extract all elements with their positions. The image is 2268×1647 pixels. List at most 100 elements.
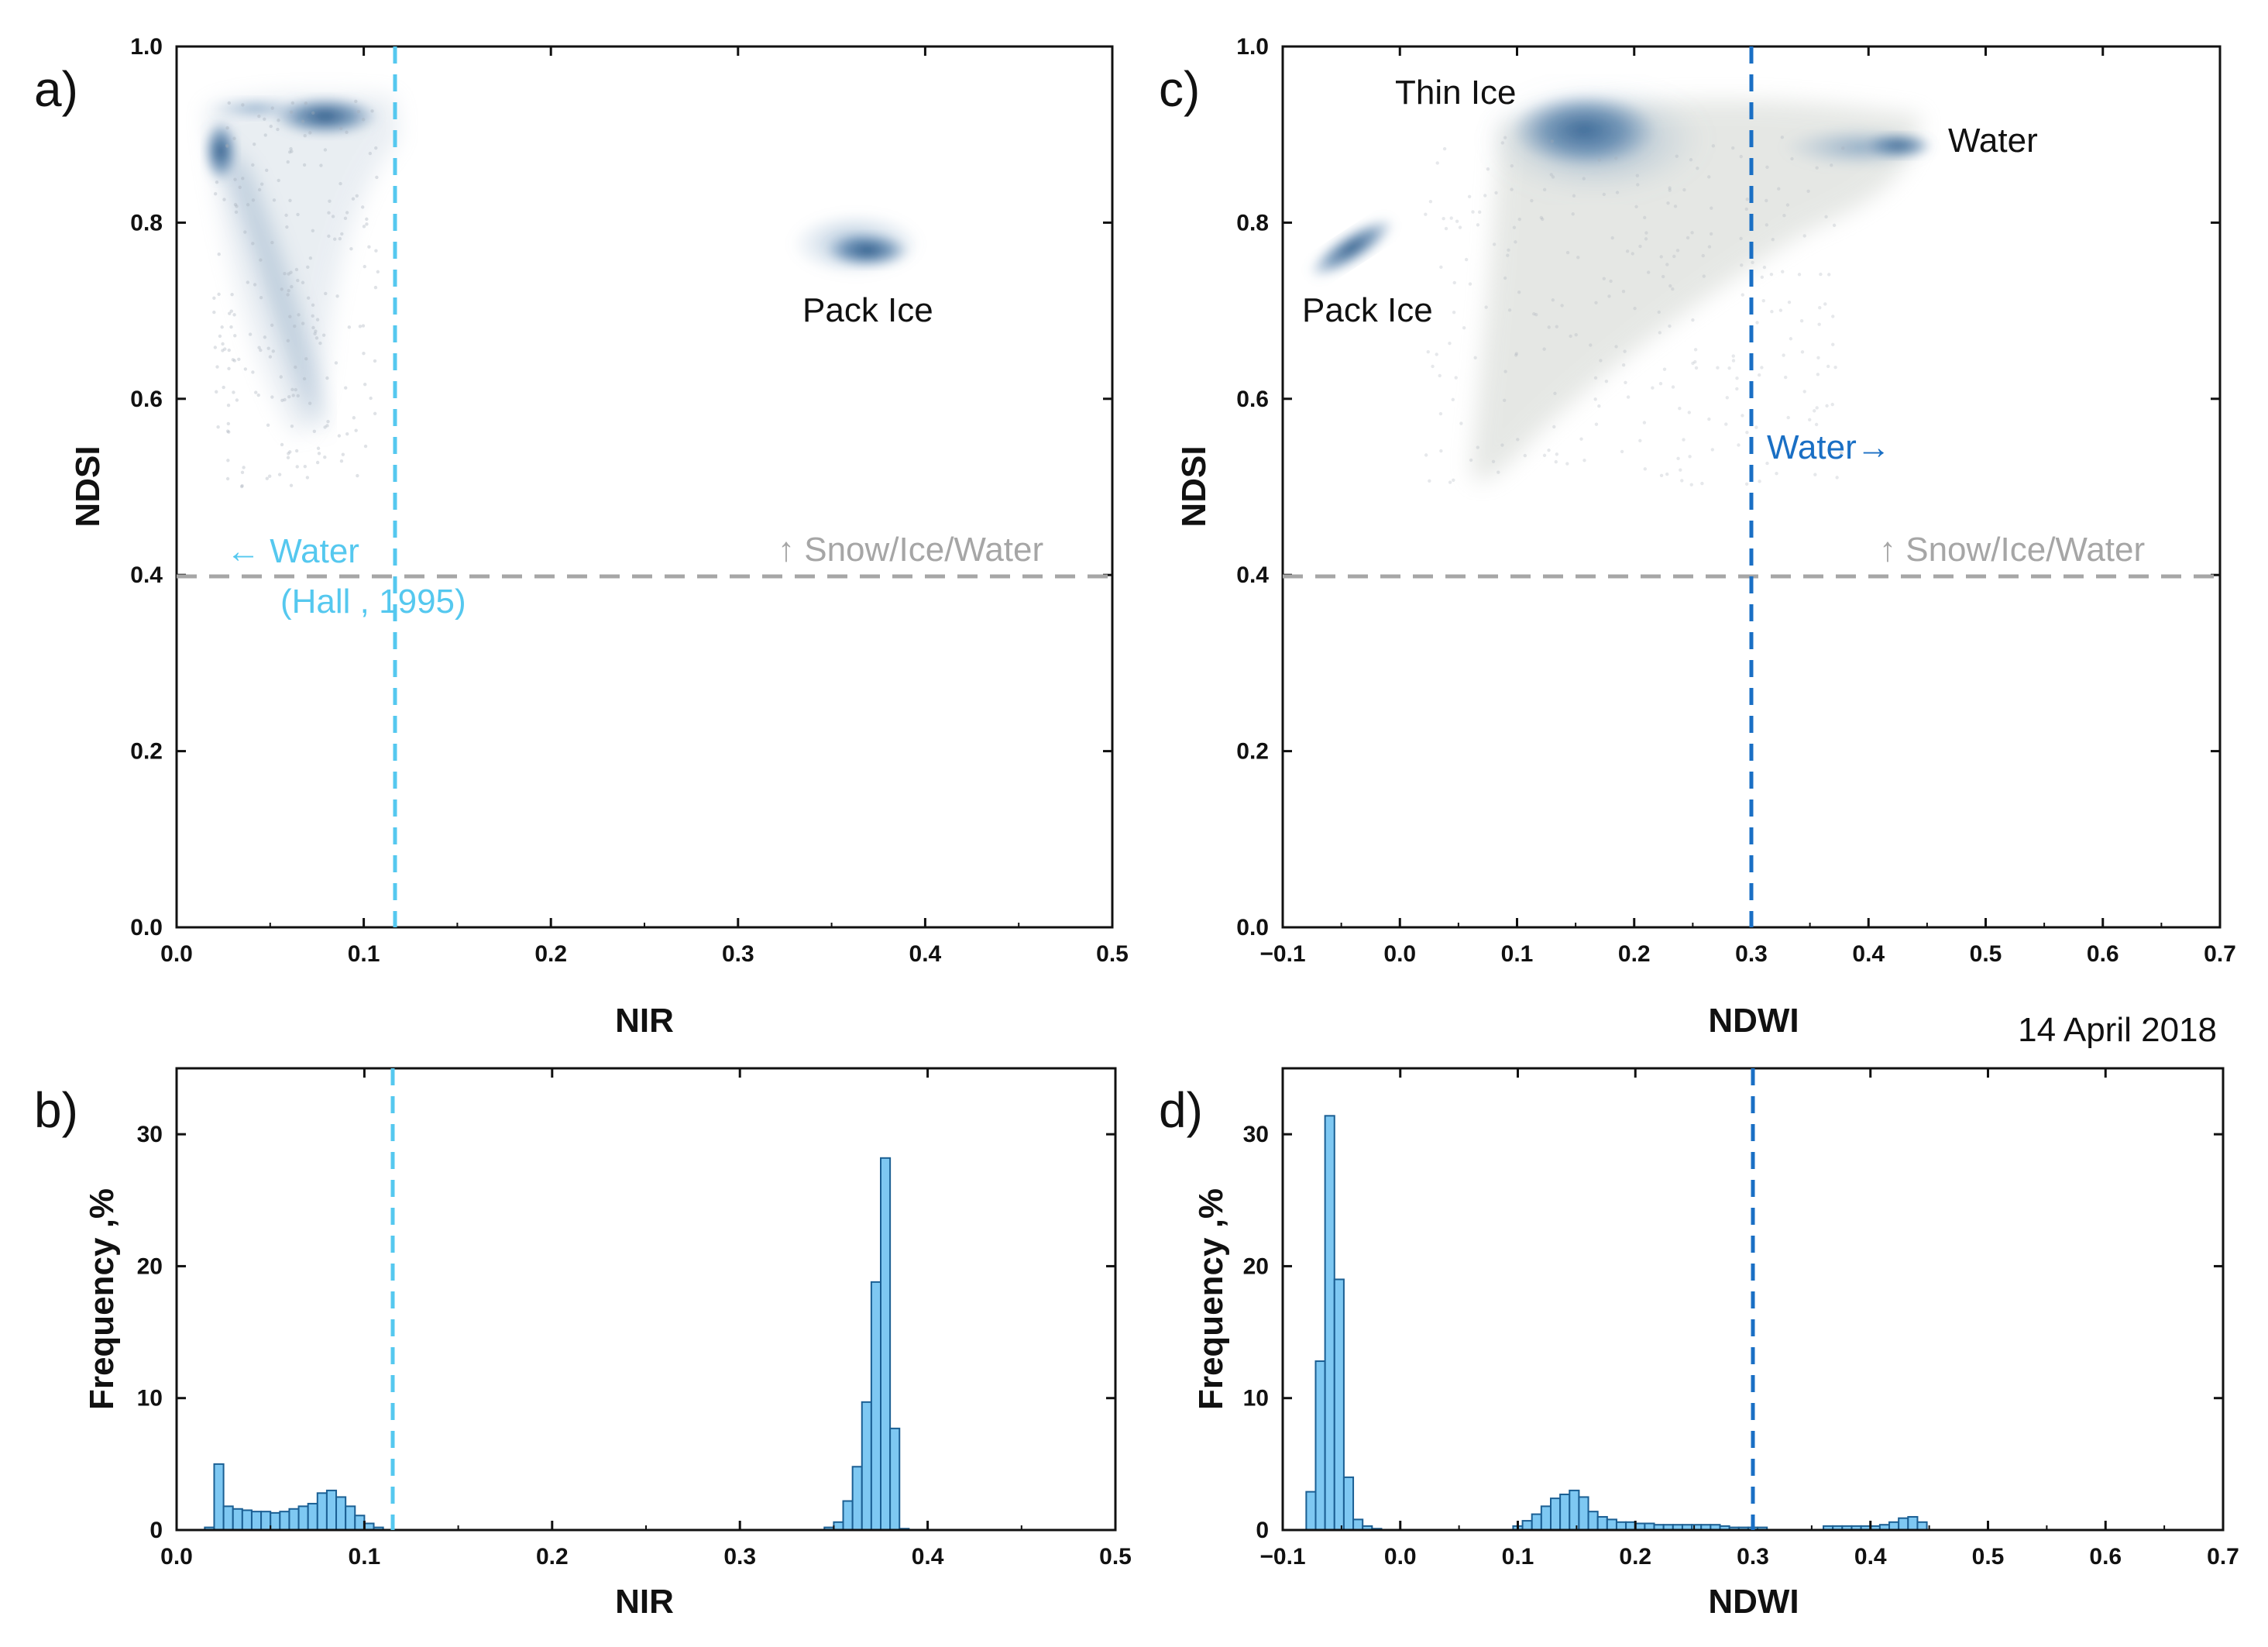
panel-a-point — [220, 325, 224, 329]
panel-b-axis-ticks: 0.0 0.1 0.2 0.3 0.4 0.5 0 10 20 30 — [137, 1068, 1132, 1570]
panel-a-point — [266, 346, 270, 350]
panel-c-point — [1830, 402, 1834, 407]
panel-c-point — [1659, 255, 1663, 259]
panel-c-point — [1825, 404, 1829, 408]
panel-b-bar — [842, 1500, 854, 1531]
panel-d-bar — [1625, 1521, 1637, 1531]
panel-d-bar — [1916, 1521, 1928, 1531]
panel-a-point — [270, 240, 274, 245]
panel-c-point — [1607, 294, 1611, 298]
panel-c-point — [1789, 337, 1793, 341]
panel-a-point — [311, 325, 315, 330]
panel-c-point — [1534, 313, 1538, 317]
panel-b-bar — [870, 1281, 882, 1532]
panel-c-axis-ticks: −0.1 0.0 0.1 0.2 0.3 0.4 0.5 0.6 0.70.00.20.40.6… — [1236, 34, 2236, 967]
panel-b-bar — [288, 1508, 300, 1531]
panel-a-point — [290, 424, 294, 428]
panel-c-point — [1555, 325, 1559, 328]
panel-c-point — [1620, 449, 1624, 454]
panel-c-point — [1762, 265, 1767, 270]
panel-c-point — [1765, 198, 1768, 203]
panel-a-point — [287, 452, 290, 456]
panel-a-point — [233, 177, 237, 181]
panel-a-point — [213, 346, 218, 349]
panel-c-point — [1625, 249, 1630, 253]
panel-c-ndsi-vs-ndwi: −0.1 0.0 0.1 0.2 0.3 0.4 0.5 0.6 0.70.00.20.40.6… — [1159, 34, 2236, 1049]
panel-c-point — [1638, 438, 1642, 443]
panel-c-xtick-label: 0.7 — [2204, 941, 2236, 967]
panel-d-bar — [1531, 1513, 1542, 1531]
panel-c-point — [1688, 455, 1692, 459]
panel-a-point — [289, 483, 294, 487]
panel-c-point — [1686, 236, 1690, 240]
panel-a-point — [303, 134, 307, 138]
panel-a-point — [290, 150, 294, 153]
panel-a-point — [369, 396, 373, 401]
panel-c-point — [1735, 376, 1739, 380]
panel-c-point — [1597, 158, 1601, 162]
panel-c-point — [1737, 443, 1741, 447]
panel-c-point — [1672, 254, 1676, 259]
panel-a-point — [269, 124, 273, 129]
panel-c-point — [1602, 192, 1606, 197]
panel-a-point — [251, 163, 255, 167]
panel-c-ytick-label: 0.0 — [1236, 915, 1269, 940]
panel-c-point — [1464, 257, 1469, 262]
panel-c-point — [1428, 199, 1433, 204]
panel-c-ytick-label: 0.4 — [1236, 562, 1269, 588]
panel-c-xtick-label: 0.3 — [1735, 941, 1768, 967]
panel-c-point — [1787, 300, 1792, 304]
panel-c-point — [1778, 308, 1783, 312]
panel-c-point — [1702, 274, 1706, 278]
panel-a-point — [296, 394, 300, 398]
panel-c-point — [1745, 430, 1749, 435]
panel-a-point — [361, 324, 366, 328]
panel-c-point — [1448, 341, 1452, 346]
panel-c-point — [1658, 381, 1663, 386]
panel-c-ylabel: NDSI — [1175, 445, 1213, 527]
panel-c-point — [1740, 263, 1744, 267]
panel-a-point — [306, 296, 311, 300]
panel-c-point — [1787, 455, 1791, 459]
panel-a-point — [308, 401, 312, 405]
panel-a-point — [362, 225, 366, 229]
panel-a-point — [294, 449, 299, 453]
a-cloud-upper-left — [209, 98, 302, 119]
panel-b-bars — [204, 1157, 910, 1532]
panel-c-point — [1668, 188, 1672, 192]
panel-a-point — [280, 398, 284, 403]
panel-a-ytick-label: 0.2 — [130, 739, 163, 765]
panel-c-point — [1691, 318, 1695, 322]
panel-d-ytick-label: 10 — [1243, 1386, 1269, 1411]
panel-c-point — [1725, 396, 1729, 400]
panel-c-point — [1514, 352, 1519, 356]
panel-a-point — [259, 258, 263, 262]
panel-c-point — [1693, 359, 1697, 364]
panel-b-ytick-label: 30 — [137, 1122, 163, 1147]
panel-c-point — [1678, 407, 1682, 411]
panel-c-point — [1824, 215, 1828, 218]
panel-c-point — [1514, 353, 1518, 357]
panel-c-point — [1790, 156, 1794, 161]
panel-c-point — [1644, 237, 1648, 241]
panel-c-point — [1815, 166, 1819, 170]
panel-a-point — [287, 150, 292, 154]
panel-c-point — [1808, 418, 1812, 422]
panel-a-point — [314, 329, 318, 333]
panel-c-point — [1831, 342, 1835, 346]
panel-a-point — [289, 146, 293, 151]
panel-a-ytick-label: 0.6 — [130, 387, 163, 412]
panel-c-point — [1691, 361, 1695, 366]
panel-c-point — [1657, 310, 1661, 315]
panel-a-point — [289, 110, 294, 114]
panel-a-point — [345, 432, 349, 436]
panel-a-point — [323, 425, 327, 429]
panel-b-xlabel: NIR — [615, 1583, 674, 1621]
panel-d-ytick-label: 0 — [1256, 1518, 1269, 1543]
panel-a-point — [296, 212, 300, 217]
panel-a-point — [284, 213, 288, 218]
panel-a-xtick-label: 0.5 — [1096, 941, 1129, 967]
panel-b-bar — [213, 1463, 225, 1532]
panel-c-point — [1506, 253, 1510, 257]
panel-a-point — [251, 198, 256, 202]
